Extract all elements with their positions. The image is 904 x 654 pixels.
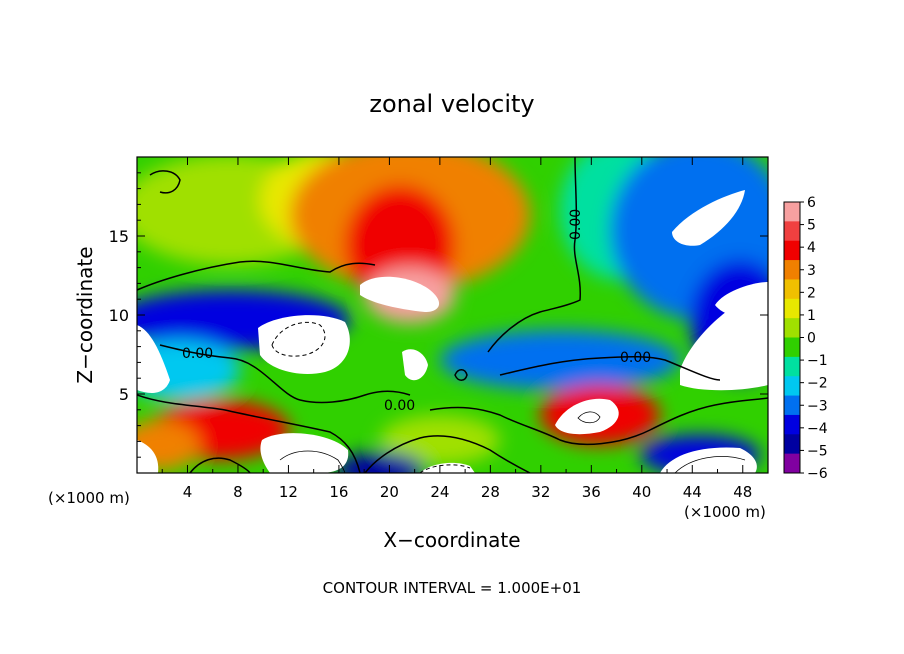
colorbar-tick-label: −4 bbox=[807, 421, 828, 437]
white-patch-bottom-left bbox=[137, 440, 159, 473]
white-patch-bottom-right bbox=[660, 447, 757, 473]
contour-zero-small-loop bbox=[454, 369, 468, 381]
colorbar-tick-label: −5 bbox=[807, 443, 828, 459]
region-lower-center-green bbox=[380, 415, 500, 465]
contour-label-group: 0.00 0.00 0.00 0.00 bbox=[182, 209, 651, 414]
y-tick-label: 15 bbox=[109, 227, 129, 246]
y-axis: 5 10 15 bbox=[109, 172, 768, 458]
white-patch-jet-lower bbox=[402, 349, 428, 381]
x-axis-label: X−coordinate bbox=[383, 528, 520, 552]
contour-label: 0.00 bbox=[568, 209, 584, 240]
contour-label: 0.00 bbox=[620, 350, 651, 366]
contour-zero-bottom-mid bbox=[364, 435, 531, 473]
colorbar-swatch bbox=[784, 318, 800, 338]
contour-negative-bottom bbox=[419, 464, 471, 473]
x-axis: 4 8 12 16 20 24 28 32 36 40 44 48 bbox=[161, 157, 752, 501]
region-lower-left-orange bbox=[137, 420, 200, 470]
colorbar-tick-label: −6 bbox=[807, 466, 828, 482]
x-tick-label: 36 bbox=[582, 483, 601, 501]
region-bottom-blue bbox=[335, 452, 425, 473]
x-unit-right: (×1000 m) bbox=[684, 503, 766, 521]
contour-positive-bottom-right bbox=[674, 456, 746, 473]
colorbar-tick-label: −2 bbox=[807, 376, 828, 392]
colorbar-tick-label: −3 bbox=[807, 398, 828, 414]
negative-contours bbox=[271, 321, 471, 473]
colorbar-tick-label: 2 bbox=[807, 285, 816, 301]
colorbar-swatch bbox=[784, 395, 800, 416]
x-tick-label: 40 bbox=[632, 483, 651, 501]
contour-zero-vertical bbox=[487, 157, 581, 353]
y-tick-label: 5 bbox=[119, 385, 129, 404]
colorbar-swatch bbox=[784, 260, 800, 280]
zero-contours bbox=[137, 157, 768, 473]
contour-positive-lower-right bbox=[577, 411, 601, 424]
contour-zero-upper bbox=[137, 260, 376, 291]
contour-negative-loop-left bbox=[271, 321, 326, 357]
contour-label: 0.00 bbox=[182, 346, 213, 362]
x-tick-label: 44 bbox=[683, 483, 702, 501]
colorbar-tick-label: 3 bbox=[807, 263, 816, 279]
white-patch-mid-left bbox=[258, 315, 350, 375]
contour-label: 0.00 bbox=[384, 398, 415, 414]
contour-zero-right-mid bbox=[499, 355, 721, 381]
colorbar-swatch bbox=[784, 453, 800, 474]
x-unit-left: (×1000 m) bbox=[48, 489, 130, 507]
colorbar-tick-label: 5 bbox=[807, 218, 816, 234]
x-tick-label: 4 bbox=[183, 483, 193, 501]
colorbar-swatch bbox=[784, 298, 800, 319]
contour-positive-lower-left bbox=[279, 450, 346, 473]
x-tick-label: 8 bbox=[233, 483, 243, 501]
colorbar-tick-label: −1 bbox=[807, 353, 828, 369]
saturated-patches bbox=[137, 190, 768, 473]
x-tick-label: 12 bbox=[279, 483, 298, 501]
footer-note: CONTOUR INTERVAL = 1.000E+01 bbox=[323, 579, 582, 597]
colorbar-tick-label: 4 bbox=[807, 240, 816, 256]
contour-zero-upper-left-blob bbox=[149, 170, 181, 194]
x-tick-label: 16 bbox=[329, 483, 348, 501]
x-tick-label: 48 bbox=[733, 483, 752, 501]
x-tick-label: 24 bbox=[430, 483, 449, 501]
chart-title: zonal velocity bbox=[369, 90, 534, 118]
colorbar-tick-label: 0 bbox=[807, 331, 816, 347]
white-patch-lower-left bbox=[260, 433, 349, 473]
colorbar-swatch bbox=[784, 414, 800, 435]
colorbar-swatch bbox=[784, 221, 800, 242]
colorbar: 6 5 4 3 2 1 0 −1 −2 −3 −4 −5 −6 bbox=[783, 195, 828, 482]
colorbar-swatch bbox=[784, 376, 800, 397]
white-patch-left bbox=[137, 325, 170, 393]
contour-zero-lower bbox=[137, 394, 361, 473]
colorbar-swatch bbox=[784, 240, 800, 261]
colorbar-swatch bbox=[784, 434, 800, 455]
colorbar-swatch bbox=[784, 202, 800, 222]
x-tick-label: 32 bbox=[531, 483, 550, 501]
x-tick-label: 28 bbox=[481, 483, 500, 501]
contour-zero-bottom-left bbox=[189, 457, 251, 473]
y-tick-label: 10 bbox=[109, 306, 129, 325]
positive-contours bbox=[279, 411, 746, 473]
y-axis-label: Z−coordinate bbox=[73, 246, 97, 383]
x-tick-label: 20 bbox=[380, 483, 399, 501]
contour-zero-lower-right bbox=[429, 397, 768, 446]
white-patch-right-upper bbox=[715, 282, 768, 319]
colorbar-swatch bbox=[784, 337, 800, 358]
contour-zero-left-mid bbox=[159, 344, 411, 404]
white-patch-lower-right bbox=[555, 398, 619, 435]
white-patch-jet bbox=[360, 276, 440, 312]
white-patch-upper-right bbox=[672, 190, 745, 246]
colorbar-tick-label: 1 bbox=[807, 308, 816, 324]
colorbar-tick-label: 6 bbox=[807, 195, 816, 211]
colorbar-swatch bbox=[784, 356, 800, 377]
colorbar-swatch bbox=[784, 279, 800, 300]
heatmap-field: 0.00 0.00 0.00 0.00 bbox=[137, 157, 768, 473]
